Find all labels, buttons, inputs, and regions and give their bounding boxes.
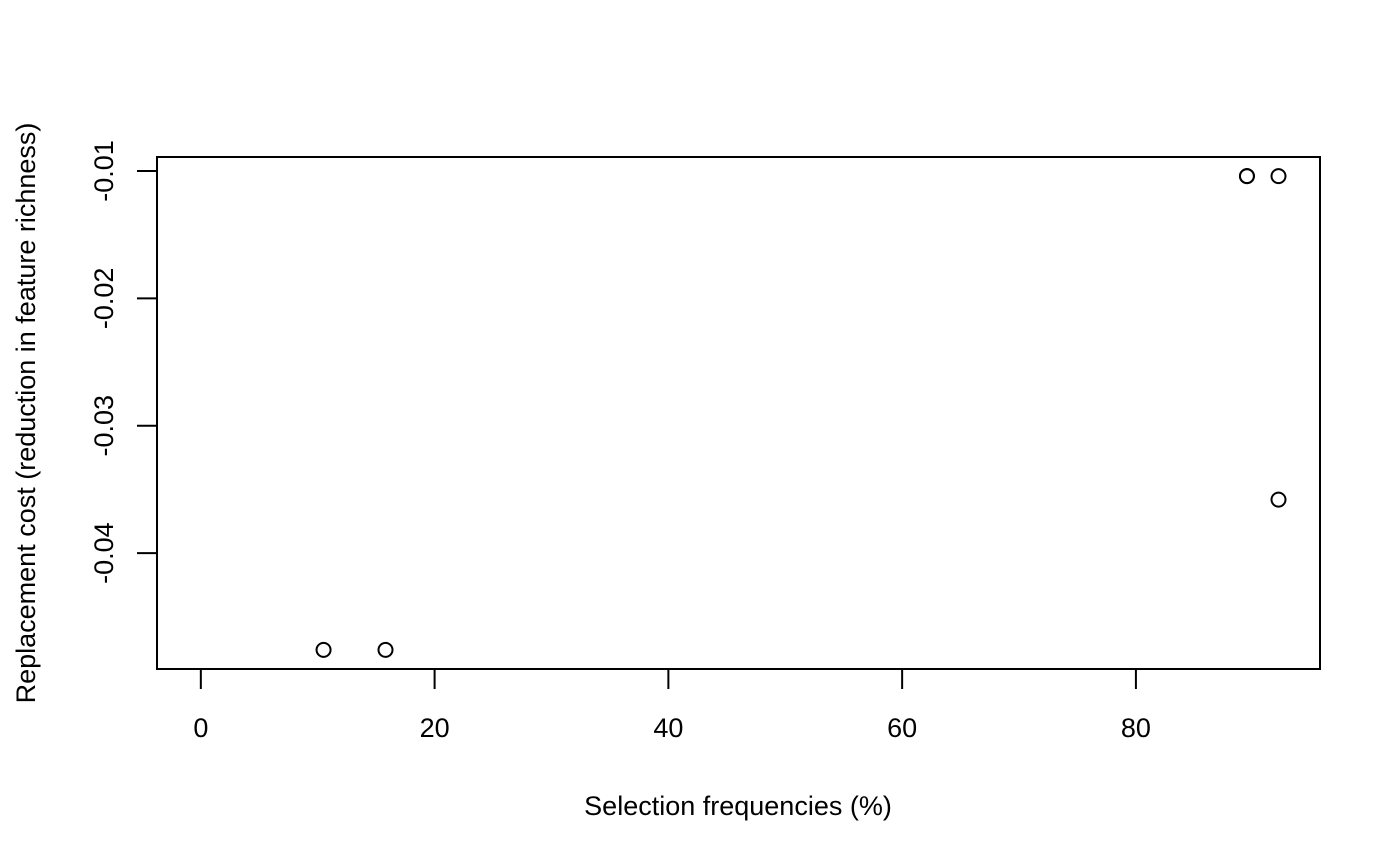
data-point <box>1238 168 1255 185</box>
y-tick-label: -0.04 <box>89 522 119 584</box>
y-tick-label: -0.03 <box>89 395 119 457</box>
plot-frame <box>156 156 1321 670</box>
y-tick-label: -0.01 <box>89 140 119 202</box>
x-tick-label: 80 <box>1121 713 1151 743</box>
x-tick-label: 0 <box>193 713 208 743</box>
data-point <box>1270 168 1287 185</box>
y-tick-label: -0.02 <box>89 268 119 330</box>
y-axis-label: Replacement cost (reduction in feature r… <box>11 123 41 704</box>
data-points <box>315 168 1287 658</box>
y-axis: -0.01 -0.02 -0.03 -0.04 <box>89 140 158 584</box>
x-tick-label: 60 <box>887 713 917 743</box>
data-point <box>377 641 394 658</box>
data-point <box>315 641 332 658</box>
x-axis-label: Selection frequencies (%) <box>584 791 892 821</box>
x-axis: 0 20 40 60 80 <box>193 668 1151 743</box>
x-tick-label: 20 <box>420 713 450 743</box>
x-tick-label: 40 <box>653 713 683 743</box>
data-point <box>1270 491 1287 508</box>
